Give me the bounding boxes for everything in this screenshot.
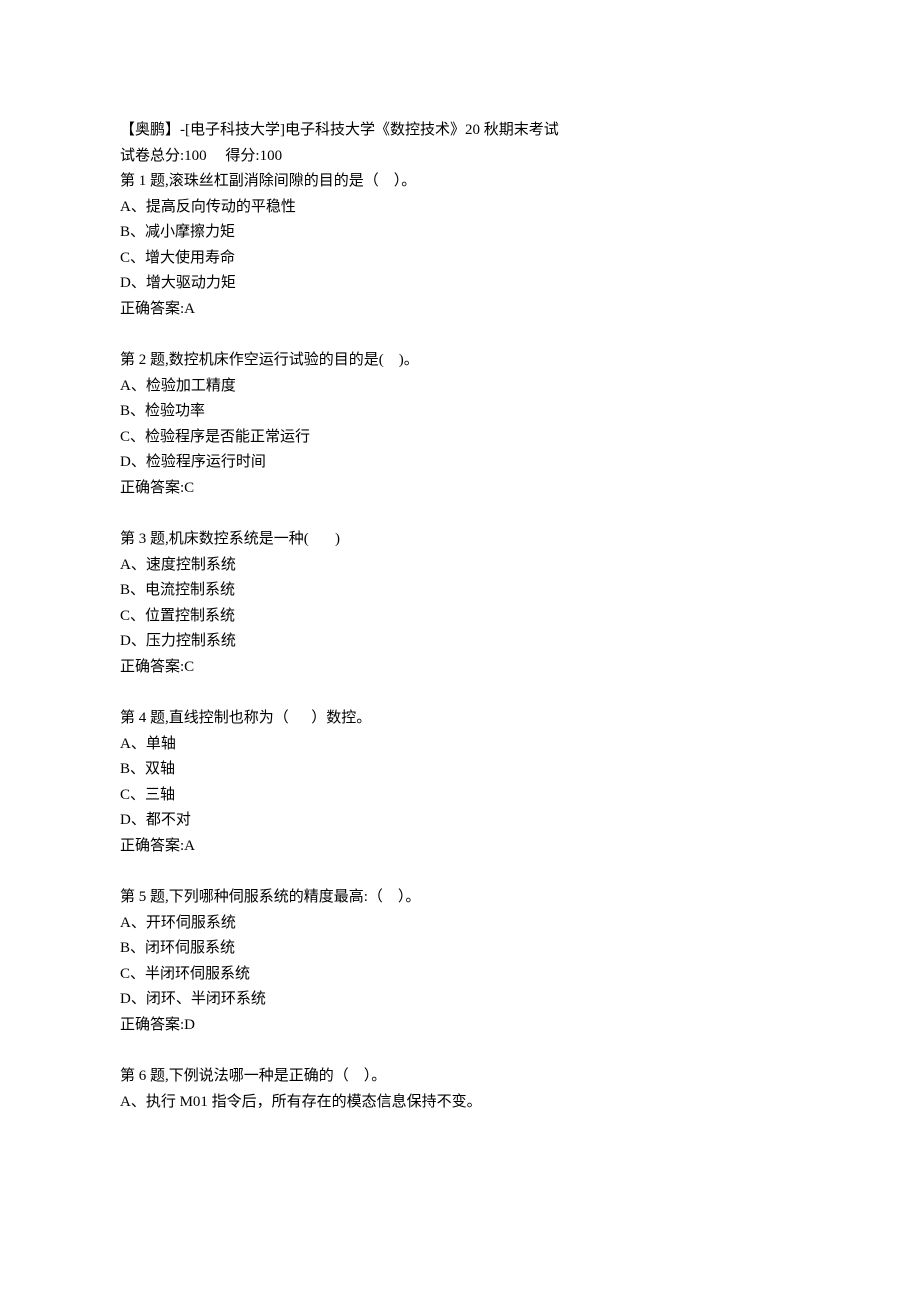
question-option: B、闭环伺服系统: [120, 936, 800, 962]
question-answer: 正确答案:D: [120, 1013, 800, 1039]
question-option: A、单轴: [120, 732, 800, 758]
question-option: A、提高反向传动的平稳性: [120, 195, 800, 221]
question-answer: 正确答案:A: [120, 834, 800, 860]
question-option: A、速度控制系统: [120, 553, 800, 579]
question-option: C、位置控制系统: [120, 604, 800, 630]
question-option: B、双轴: [120, 757, 800, 783]
spacer: [120, 322, 800, 348]
question-option: B、减小摩擦力矩: [120, 220, 800, 246]
question-answer: 正确答案:A: [120, 297, 800, 323]
spacer: [120, 501, 800, 527]
question-stem: 第 4 题,直线控制也称为（ ）数控。: [120, 706, 800, 732]
question-option: B、电流控制系统: [120, 578, 800, 604]
spacer: [120, 680, 800, 706]
question-stem: 第 2 题,数控机床作空运行试验的目的是( )。: [120, 348, 800, 374]
question-option: D、闭环、半闭环系统: [120, 987, 800, 1013]
question-option: A、检验加工精度: [120, 374, 800, 400]
question-option: B、检验功率: [120, 399, 800, 425]
question-option: C、增大使用寿命: [120, 246, 800, 272]
question-stem: 第 1 题,滚珠丝杠副消除间隙的目的是（ ）。: [120, 169, 800, 195]
page-title: 【奥鹏】-[电子科技大学]电子科技大学《数控技术》20 秋期末考试: [120, 118, 800, 144]
spacer: [120, 1038, 800, 1064]
question-stem: 第 3 题,机床数控系统是一种( ): [120, 527, 800, 553]
spacer: [120, 859, 800, 885]
question-stem: 第 6 题,下例说法哪一种是正确的（ ）。: [120, 1064, 800, 1090]
question-answer: 正确答案:C: [120, 476, 800, 502]
question-option: D、增大驱动力矩: [120, 271, 800, 297]
question-answer: 正确答案:C: [120, 655, 800, 681]
question-option: C、半闭环伺服系统: [120, 962, 800, 988]
question-option: C、三轴: [120, 783, 800, 809]
score-line: 试卷总分:100 得分:100: [120, 144, 800, 170]
question-option: A、执行 M01 指令后，所有存在的模态信息保持不变。: [120, 1090, 800, 1116]
question-option: D、都不对: [120, 808, 800, 834]
question-option: D、压力控制系统: [120, 629, 800, 655]
exam-page: 【奥鹏】-[电子科技大学]电子科技大学《数控技术》20 秋期末考试 试卷总分:1…: [0, 0, 920, 1302]
question-option: D、检验程序运行时间: [120, 450, 800, 476]
question-option: C、检验程序是否能正常运行: [120, 425, 800, 451]
question-option: A、开环伺服系统: [120, 911, 800, 937]
question-stem: 第 5 题,下列哪种伺服系统的精度最高:（ ）。: [120, 885, 800, 911]
